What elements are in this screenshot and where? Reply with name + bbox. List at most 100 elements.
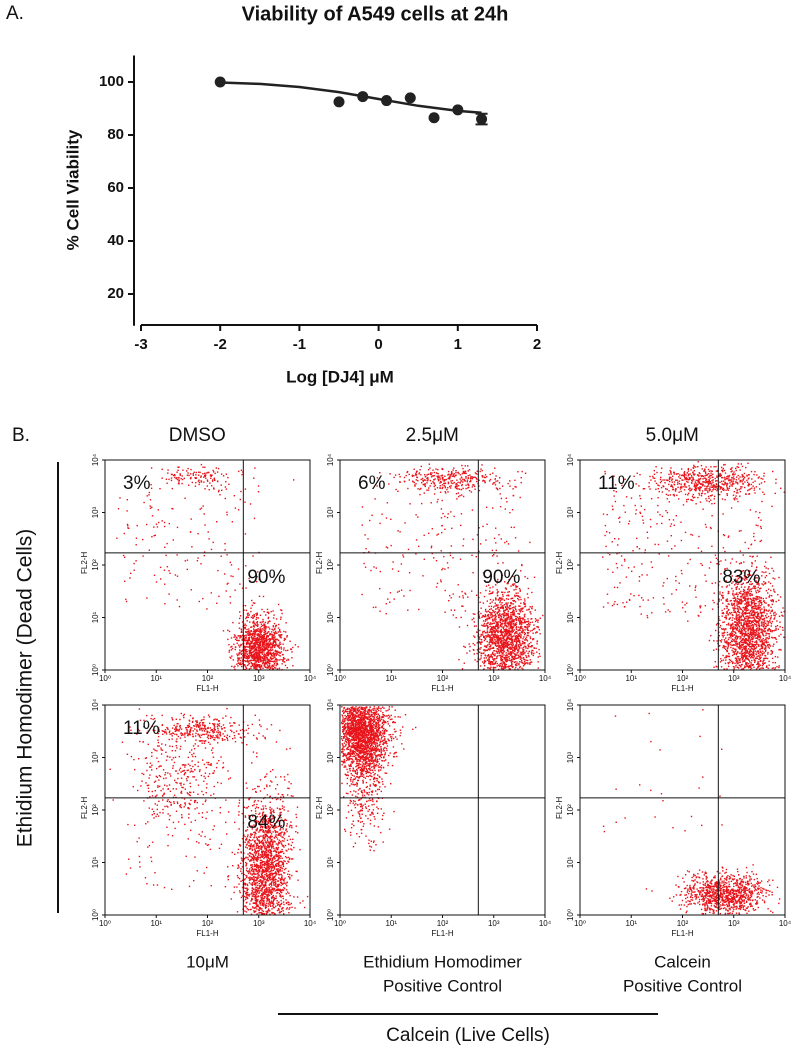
event-dot xyxy=(499,625,501,627)
event-dot xyxy=(509,604,512,607)
event-dot xyxy=(245,617,247,620)
event-dot xyxy=(753,645,756,648)
event-dot xyxy=(274,650,276,652)
event-dot xyxy=(515,644,518,646)
event-dot xyxy=(497,488,499,491)
event-dot xyxy=(248,655,250,658)
event-dot xyxy=(456,484,458,486)
event-dot xyxy=(176,471,178,473)
event-dot xyxy=(427,473,429,475)
event-dot xyxy=(243,649,245,651)
event-dot xyxy=(771,652,773,654)
event-dot xyxy=(450,482,453,484)
event-dot xyxy=(244,647,246,649)
event-dot xyxy=(508,616,510,619)
event-dot xyxy=(513,606,515,608)
event-dot xyxy=(252,631,254,633)
event-dot xyxy=(767,624,770,626)
event-dot xyxy=(538,629,541,631)
event-dot xyxy=(767,610,769,612)
event-dot xyxy=(726,642,728,645)
event-dot xyxy=(509,648,511,650)
event-dot xyxy=(483,649,485,651)
event-dot xyxy=(522,638,524,640)
event-dot xyxy=(727,622,730,625)
event-dot xyxy=(724,472,727,474)
event-dot xyxy=(266,632,269,634)
event-dot xyxy=(483,636,485,638)
event-dot xyxy=(752,602,754,604)
event-dot xyxy=(692,493,694,496)
event-dot xyxy=(538,648,540,651)
event-dot xyxy=(254,643,256,645)
event-dot xyxy=(518,605,520,607)
event-dot xyxy=(727,609,729,612)
event-dot xyxy=(248,639,251,642)
event-dot xyxy=(375,606,377,608)
event-dot xyxy=(769,612,772,614)
event-dot xyxy=(471,590,473,592)
event-dot xyxy=(246,628,248,631)
event-dot xyxy=(678,483,681,485)
event-dot xyxy=(276,632,278,634)
event-dot xyxy=(502,668,504,670)
event-dot xyxy=(361,593,363,596)
event-dot xyxy=(754,587,756,590)
event-dot xyxy=(658,490,660,493)
event-dot xyxy=(256,625,259,627)
event-dot xyxy=(514,637,517,639)
event-dot xyxy=(746,633,748,636)
event-dot xyxy=(748,477,750,479)
event-dot xyxy=(284,638,286,640)
event-dot xyxy=(500,647,503,649)
event-dot xyxy=(252,664,254,666)
event-dot xyxy=(497,645,499,647)
event-dot xyxy=(251,665,253,667)
event-dot xyxy=(462,605,464,607)
event-dot xyxy=(493,615,495,617)
event-dot xyxy=(445,478,448,481)
event-dot xyxy=(719,640,722,642)
event-dot xyxy=(743,667,746,669)
event-dot xyxy=(778,635,780,637)
event-dot xyxy=(748,656,750,658)
event-dot xyxy=(707,483,710,485)
event-dot xyxy=(507,631,509,634)
event-dot xyxy=(484,632,486,634)
event-dot xyxy=(248,652,251,655)
event-dot xyxy=(258,664,260,666)
event-dot xyxy=(508,644,510,646)
event-dot xyxy=(506,630,508,632)
event-dot xyxy=(712,473,714,475)
event-dot xyxy=(197,557,199,559)
event-dot xyxy=(753,601,755,603)
event-dot xyxy=(762,611,764,613)
event-dot xyxy=(742,626,744,628)
event-dot xyxy=(502,606,504,609)
x-tick-label: 10³ xyxy=(253,674,265,683)
event-dot xyxy=(740,624,742,627)
event-dot xyxy=(697,487,699,489)
event-dot xyxy=(726,640,728,642)
event-dot xyxy=(491,627,494,629)
event-dot xyxy=(506,636,508,638)
event-dot xyxy=(503,661,505,663)
event-dot xyxy=(238,657,240,659)
event-dot xyxy=(673,493,675,496)
event-dot xyxy=(526,628,528,631)
event-dot xyxy=(274,636,276,638)
event-dot xyxy=(466,624,469,627)
event-dot xyxy=(757,477,759,479)
event-dot xyxy=(257,644,260,646)
event-dot xyxy=(701,468,703,470)
event-dot xyxy=(490,640,492,642)
event-dot xyxy=(661,467,663,469)
event-dot xyxy=(464,480,466,482)
event-dot xyxy=(480,635,482,637)
event-dot xyxy=(238,639,240,642)
event-dot xyxy=(722,628,724,630)
event-dot xyxy=(527,587,530,590)
event-dot xyxy=(516,663,518,665)
event-dot xyxy=(695,479,697,482)
event-dot xyxy=(749,488,751,490)
